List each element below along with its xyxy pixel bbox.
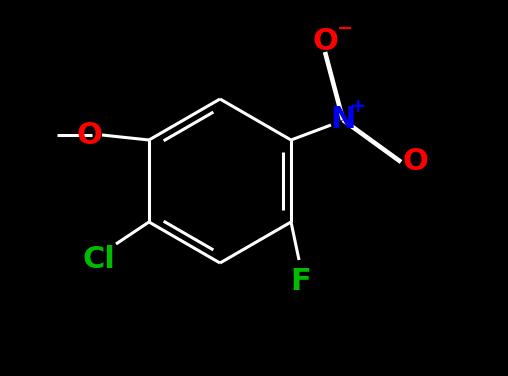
Text: O: O [76,120,102,150]
Text: F: F [291,267,311,297]
Text: O: O [402,147,428,176]
Text: +: + [350,97,366,115]
Text: O: O [312,27,338,56]
Text: −: − [337,18,353,38]
Text: N: N [330,106,356,135]
Text: Cl: Cl [82,246,115,274]
